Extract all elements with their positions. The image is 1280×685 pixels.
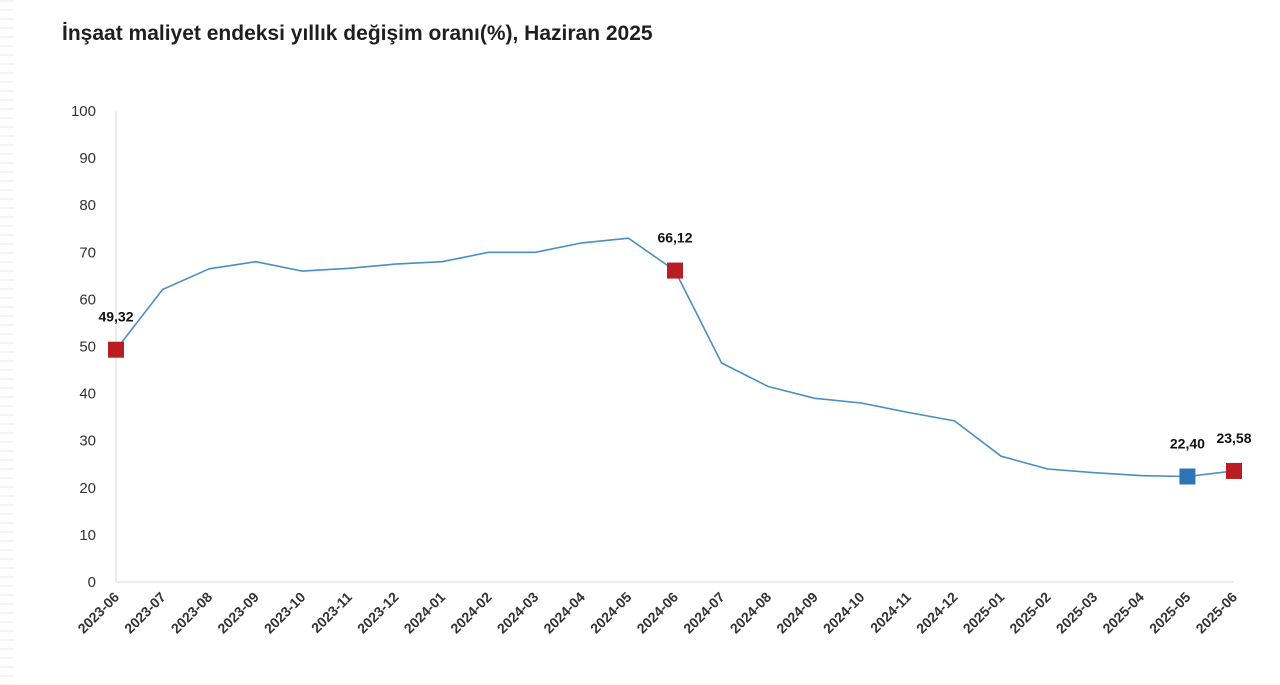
x-tick-label: 2025-01 (960, 589, 1008, 637)
data-labels: 49,32 66,12 22,40 23,58 (98, 230, 1251, 452)
x-tick-label: 2023-11 (308, 589, 355, 636)
y-tick-label: 0 (88, 574, 96, 591)
x-tick-label: 2024-10 (820, 589, 868, 637)
axes (115, 111, 1234, 583)
x-tick-label: 2024-02 (447, 589, 495, 637)
x-tick-label: 2023-06 (74, 589, 122, 637)
x-tick-label: 2024-01 (401, 589, 449, 637)
x-tick-label: 2024-04 (540, 589, 588, 637)
y-tick-label: 40 (79, 386, 96, 403)
chart-title: İnşaat maliyet endeksi yıllık değişim or… (62, 22, 653, 45)
y-tick-label: 70 (79, 244, 96, 261)
highlight-marker (1179, 468, 1196, 485)
x-tick-label: 2025-02 (1006, 589, 1054, 637)
x-tick-label: 2024-11 (867, 589, 914, 636)
x-tick-label: 2025-05 (1146, 589, 1194, 637)
highlight-marker (1226, 462, 1242, 479)
highlight-marker (108, 341, 124, 358)
y-tick-label: 20 (79, 480, 96, 497)
x-tick-label: 2025-06 (1192, 589, 1240, 637)
x-tick-label: 2024-06 (633, 589, 681, 637)
y-tick-label: 30 (79, 433, 96, 450)
x-tick-label: 2023-09 (214, 589, 262, 637)
y-tick-label: 100 (71, 103, 96, 120)
y-tick-label: 90 (79, 150, 96, 167)
x-tick-label: 2023-07 (121, 589, 169, 637)
x-tick-label: 2023-08 (168, 589, 216, 637)
x-tick-label: 2024-07 (680, 589, 728, 637)
data-label: 49,32 (98, 309, 133, 325)
x-tick-label: 2024-08 (727, 589, 775, 637)
y-tick-label: 80 (79, 197, 96, 214)
data-label: 23,58 (1216, 430, 1251, 446)
x-tick-label: 2023-10 (261, 589, 309, 637)
y-tick-label: 10 (79, 527, 96, 544)
y-tick-labels: 0 10 20 30 40 50 60 70 80 90 100 (71, 103, 96, 591)
x-tick-label: 2024-09 (773, 589, 821, 637)
x-tick-label: 2024-05 (587, 589, 635, 637)
x-tick-label: 2023-12 (354, 589, 402, 637)
x-tick-label: 2025-04 (1099, 589, 1147, 637)
highlight-marker (667, 262, 683, 279)
x-tick-label: 2024-12 (913, 589, 961, 637)
left-edge-decoration (0, 0, 14, 685)
y-tick-label: 60 (79, 291, 96, 308)
highlight-markers (108, 262, 1242, 485)
data-label: 66,12 (657, 230, 692, 246)
data-label: 22,40 (1170, 435, 1205, 451)
x-tick-label: 2025-03 (1053, 589, 1101, 637)
y-tick-label: 50 (79, 339, 96, 356)
x-tick-label: 2024-03 (494, 589, 542, 637)
